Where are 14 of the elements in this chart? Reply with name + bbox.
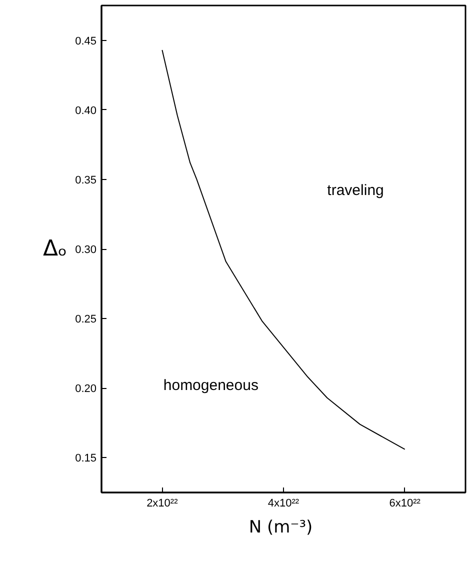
y-tick-label: 0.40 [75, 104, 97, 117]
y-tick-label: 0.45 [75, 35, 97, 48]
y-tick-label: 0.35 [75, 174, 97, 186]
x-tick-label: 4x10²² [268, 498, 300, 510]
annotation: traveling [327, 182, 384, 200]
x-tick-label: 6x10²² [389, 498, 421, 510]
x-tick-label: 2x10²² [146, 498, 178, 510]
y-tick-label: 0.25 [75, 314, 97, 326]
y-axis-title: Δₒ [42, 236, 68, 262]
y-tick-label: 0.30 [75, 244, 97, 256]
x-axis-title: N (m⁻³) [248, 518, 313, 538]
y-tick-label: 0.20 [75, 383, 97, 396]
y-tick-label: 0.15 [75, 452, 97, 465]
annotation: homogeneous [163, 376, 258, 394]
